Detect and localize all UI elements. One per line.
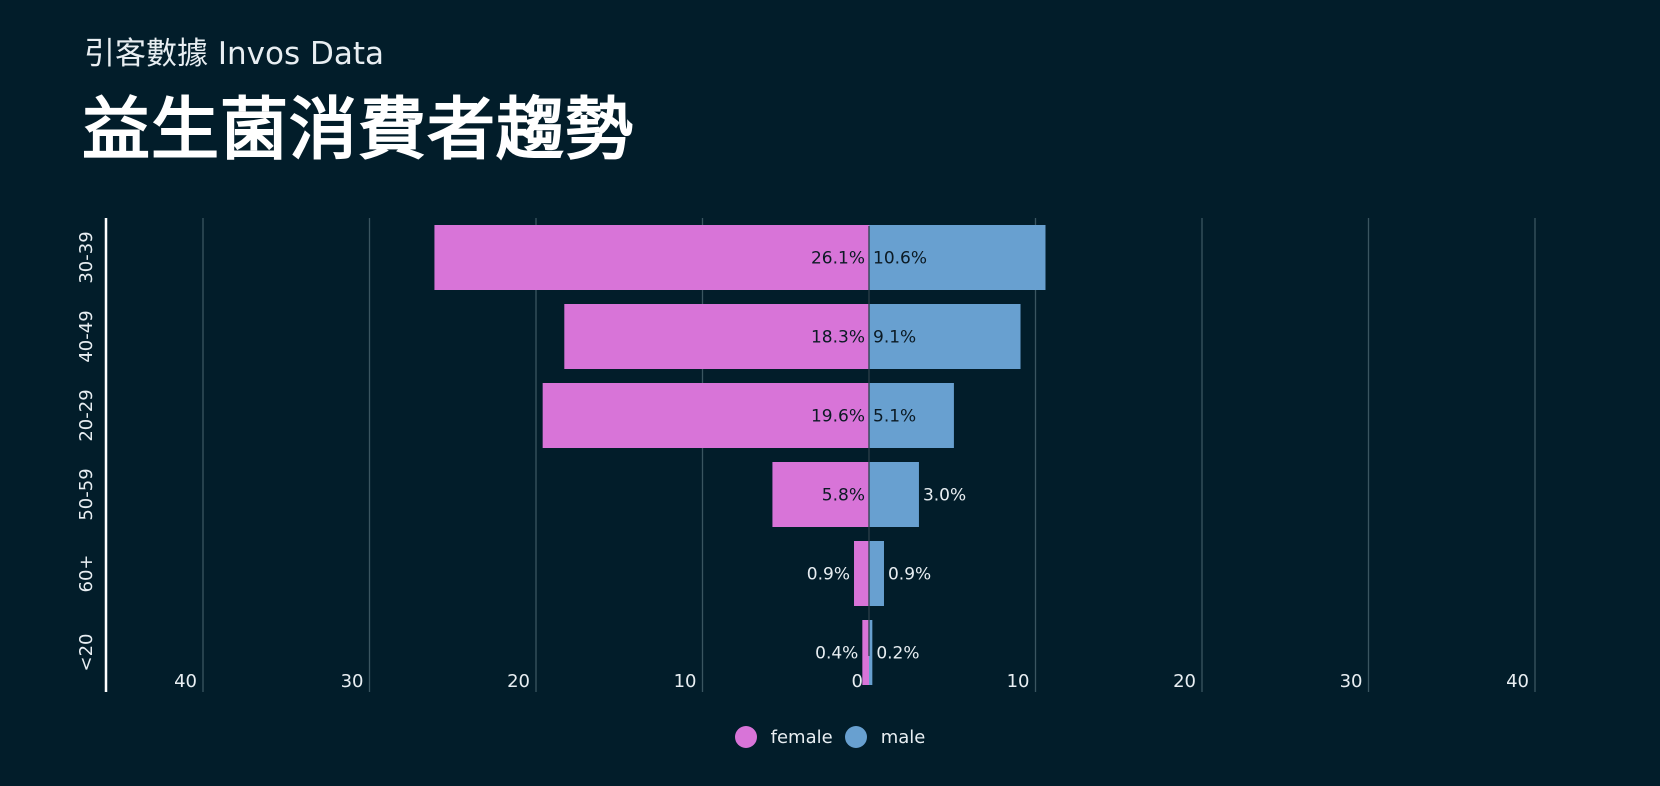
x-tick-label: 40: [174, 671, 197, 692]
bar-male: [869, 383, 954, 448]
data-label-male: 10.6%: [873, 249, 927, 269]
bar-male: [869, 304, 1021, 369]
x-tick-label: 0: [852, 671, 863, 692]
bar-female: [772, 462, 869, 527]
category-label: 30-39: [76, 231, 97, 283]
category-label: 40-49: [76, 310, 97, 362]
bar-female: [564, 304, 869, 369]
page-title: 益生菌消費者趨勢: [82, 91, 635, 170]
data-label-female: 5.8%: [822, 486, 865, 506]
legend-item-female[interactable]: female: [734, 726, 833, 748]
x-tick-label: 20: [1173, 671, 1196, 692]
bar-female: [542, 383, 869, 448]
subtitle: 引客數據 Invos Data: [84, 36, 384, 72]
x-tick-label: 10: [1007, 671, 1030, 692]
bar-male: [869, 462, 919, 527]
legend-item-male[interactable]: male: [844, 726, 926, 748]
data-label-male: 3.0%: [923, 486, 966, 506]
data-label-male: 0.9%: [888, 565, 931, 585]
x-tick-label: 10: [674, 671, 697, 692]
data-label-female: 18.3%: [811, 328, 865, 348]
data-label-female: 19.6%: [811, 407, 865, 427]
category-label: 20-29: [76, 389, 97, 441]
bar-male: [869, 541, 884, 606]
data-label-male: 0.2%: [876, 644, 919, 664]
data-label-male: 9.1%: [873, 328, 916, 348]
data-label-male: 5.1%: [873, 407, 916, 427]
bar-female: [862, 620, 869, 685]
x-tick-label: 40: [1506, 671, 1529, 692]
bar-male: [869, 225, 1046, 290]
x-tick-label: 30: [1340, 671, 1363, 692]
category-label: 60+: [76, 555, 97, 593]
legend: female male: [0, 726, 1660, 748]
legend-dot-female: [734, 726, 757, 748]
bar-male: [869, 620, 873, 685]
x-tick-label: 20: [507, 671, 530, 692]
legend-label-female: female: [770, 726, 833, 748]
bar-female: [854, 541, 869, 606]
data-label-female: 0.9%: [807, 565, 850, 585]
legend-dot-male: [844, 726, 867, 748]
data-label-female: 26.1%: [811, 249, 865, 269]
bar-female: [434, 225, 869, 290]
data-label-female: 0.4%: [815, 644, 858, 664]
category-label: 50-59: [76, 468, 97, 520]
legend-label-male: male: [880, 726, 926, 748]
category-label: <20: [76, 634, 97, 672]
x-tick-label: 30: [341, 671, 364, 692]
